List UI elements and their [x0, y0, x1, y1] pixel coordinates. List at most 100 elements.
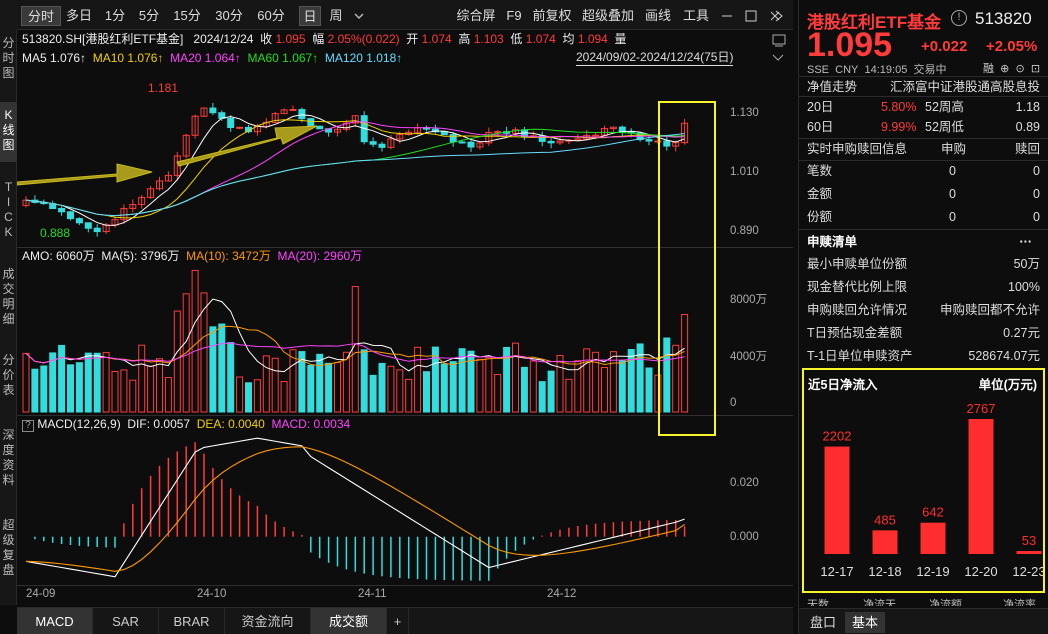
nav-row: 净值走势 汇添富中证港股通高股息投	[807, 76, 1040, 98]
chevron-down-icon[interactable]	[351, 6, 367, 26]
inflow-value-label: 642	[922, 505, 944, 520]
volume-bar	[556, 354, 564, 413]
alert-icon[interactable]: ⊙	[1015, 63, 1025, 75]
period-5min[interactable]: 5分	[138, 8, 160, 23]
btn-draw-line[interactable]: 画线	[644, 8, 671, 23]
period-multiday[interactable]: 多日	[65, 8, 92, 23]
tab-sar[interactable]: SAR	[93, 608, 159, 634]
volume-bar	[547, 370, 555, 413]
inflow-value-label: 485	[874, 512, 896, 527]
macd-chart[interactable]	[17, 432, 793, 586]
quote-date: 2024/12/24	[193, 32, 254, 46]
nav-intraday[interactable]: 分 时 图	[2, 36, 15, 80]
nav-kline[interactable]: K 线 图	[0, 102, 17, 162]
period-60min[interactable]: 60分	[257, 8, 285, 23]
ma120-value: MA120 1.018↑	[324, 51, 403, 65]
date-range[interactable]: 2024/09/02-2024/12/24(75日)	[576, 50, 734, 66]
ma5-value: MA5 1.076↑	[22, 51, 87, 65]
market-meta: SSE CNY 14:19:05 交易中	[807, 61, 946, 77]
nav-deep-data[interactable]: 深 度 资 料	[2, 428, 15, 487]
more-icon[interactable]: ···	[1019, 235, 1033, 249]
nav-tick[interactable]: T I C K	[4, 180, 13, 239]
candle-body	[378, 143, 386, 148]
tab-macd[interactable]: MACD	[17, 608, 93, 634]
volume-bar	[574, 360, 582, 413]
candle-body	[369, 141, 377, 145]
volume-bar	[592, 351, 600, 413]
close-icon[interactable]	[767, 6, 783, 26]
change-value: 2.05%(0.022)	[327, 32, 400, 46]
realtime-row-v1: 0	[949, 164, 956, 178]
list-header: 申赎清单 ···	[807, 231, 1040, 253]
change-label: 幅	[312, 32, 325, 46]
btn-tools[interactable]: 工具	[682, 8, 709, 23]
volume-bar	[200, 292, 208, 413]
kline-chart[interactable]	[17, 66, 793, 246]
screen-icon[interactable]: ⊡	[1030, 63, 1041, 75]
period-intraday[interactable]: 分时	[21, 6, 61, 26]
btn-combined-screen[interactable]: 综合屏	[456, 8, 496, 23]
nav-super-review[interactable]: 超 级 复 盘	[2, 518, 15, 577]
list-row-value: 50万	[1013, 257, 1040, 271]
period-week[interactable]: 周	[329, 8, 343, 23]
volume-chart[interactable]	[17, 264, 793, 415]
volume-bar	[298, 351, 306, 413]
price-tick-3: 0.890	[730, 225, 759, 237]
volume-bar	[609, 351, 617, 413]
list-row: 最小申赎单位份额 50万	[807, 253, 1040, 275]
candle-body	[547, 140, 555, 144]
realtime-row: 金额 0 0	[807, 183, 1040, 205]
candle-body	[485, 131, 493, 144]
period-30min[interactable]: 30分	[215, 8, 243, 23]
volume-bar	[342, 351, 350, 413]
settings-icon[interactable]	[770, 30, 788, 48]
list-row-value: 申购赎回都不允许	[939, 303, 1040, 317]
candle-body	[431, 128, 439, 133]
btn-f9[interactable]: F9	[506, 8, 522, 23]
collapse-icon[interactable]	[770, 52, 786, 64]
restore-icon[interactable]	[743, 6, 759, 26]
volume-bar	[369, 374, 377, 413]
tab-fund-flow[interactable]: 资金流向	[225, 608, 311, 634]
ma-line-ma5	[25, 114, 685, 226]
volume-ma-line	[25, 342, 685, 364]
return-value: 5.80%	[881, 100, 917, 114]
tab-orderbook[interactable]: 盘口	[809, 615, 836, 630]
candle-body	[182, 134, 190, 157]
add-tab-icon[interactable]: +	[387, 608, 409, 634]
volume-bar	[245, 382, 252, 413]
realtime-row-v2: 0	[1033, 187, 1040, 201]
help-icon[interactable]: ?	[22, 420, 34, 432]
tab-basic[interactable]: 基本	[845, 612, 885, 633]
volume-bar	[164, 377, 172, 413]
period-day[interactable]: 日	[299, 6, 321, 26]
vol-tick-3: 0	[730, 397, 737, 409]
tab-turnover[interactable]: 成交额	[311, 608, 387, 634]
separator	[17, 585, 793, 586]
tab-brar[interactable]: BRAR	[159, 608, 225, 634]
footer-days: 天数	[807, 599, 829, 606]
inflow-bar	[1016, 551, 1042, 554]
add-icon[interactable]: ⊕	[1000, 63, 1010, 75]
indicator-tabs: MACD SAR BRAR 资金流向 成交额 +	[17, 607, 793, 634]
list-row: T-1日单位申赎资产 528674.07元	[807, 345, 1040, 367]
volume-bar	[387, 365, 395, 413]
candle-body	[289, 109, 297, 112]
volume-bar	[218, 323, 226, 413]
price-change: +0.022	[921, 38, 968, 55]
week52-label: 52周高	[925, 100, 964, 114]
realtime-col-subscribe: 申购	[941, 142, 967, 156]
period-15min[interactable]: 15分	[173, 8, 201, 23]
margin-icon[interactable]: 融	[983, 63, 994, 75]
info-icon[interactable]: !	[951, 10, 967, 26]
btn-adjust-forward[interactable]: 前复权	[532, 8, 572, 23]
realtime-row: 份额 0 0	[807, 206, 1040, 228]
volume-bar	[236, 376, 244, 413]
chevron-right-icon[interactable]	[772, 8, 786, 24]
footer-labels: 天数 净流天 净流额 净流率	[807, 596, 1041, 606]
minimize-icon[interactable]	[719, 6, 735, 26]
period-1min[interactable]: 1分	[104, 8, 126, 23]
nav-price-table[interactable]: 分 价 表	[2, 353, 15, 397]
nav-trade-detail[interactable]: 成 交 明 细	[2, 267, 15, 326]
btn-super-overlay[interactable]: 超级叠加	[581, 8, 634, 23]
